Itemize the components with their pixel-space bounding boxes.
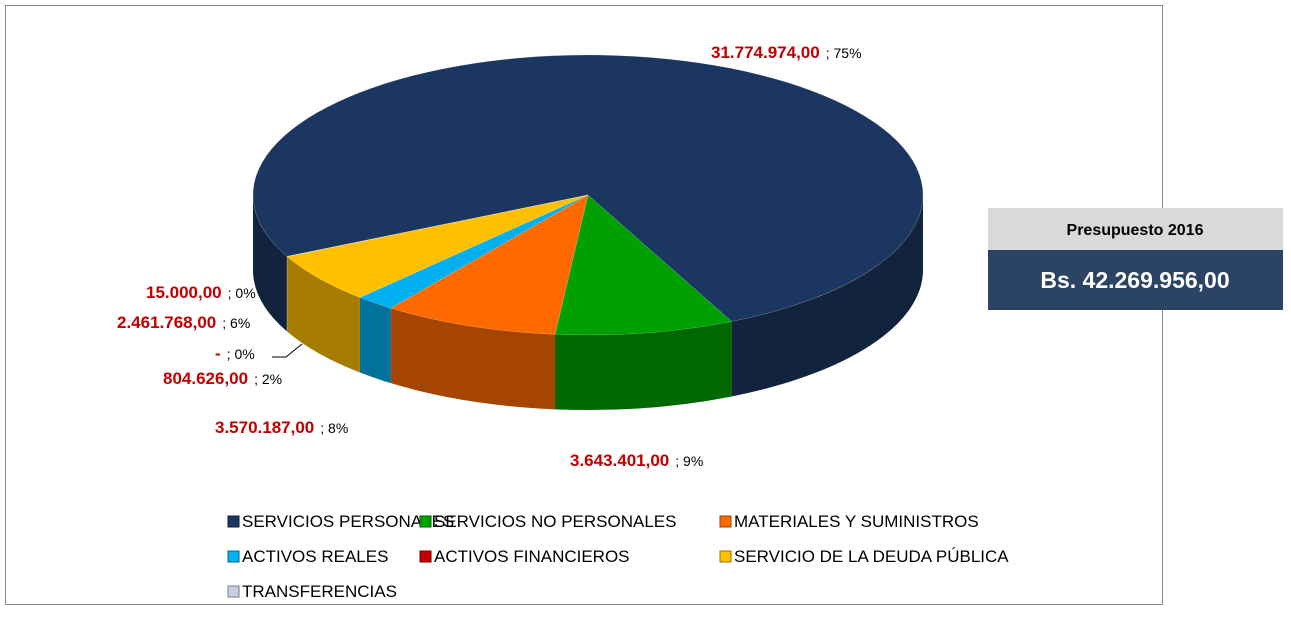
value-label: 3.643.401,00 (570, 451, 669, 470)
data-label: 804.626,00 ; 2% (163, 369, 282, 388)
data-label: 2.461.768,00 ; 6% (117, 313, 250, 332)
legend-label: MATERIALES Y SUMINISTROS (734, 512, 979, 531)
percent-label: ; 9% (675, 453, 703, 469)
legend-swatch (420, 551, 431, 562)
legend-swatch (720, 516, 731, 527)
percent-label: ; 2% (254, 371, 282, 387)
value-label: 31.774.974,00 (711, 43, 820, 62)
legend-swatch (228, 516, 239, 527)
percent-label: ; 6% (222, 315, 250, 331)
value-label: - (215, 344, 221, 363)
value-label: 804.626,00 (163, 369, 248, 388)
legend-label: SERVICIOS NO PERSONALES (434, 512, 676, 531)
slice-side (360, 298, 391, 384)
percent-label: ; 8% (320, 420, 348, 436)
data-label: 3.570.187,00 ; 8% (215, 418, 348, 437)
legend-swatch (720, 551, 731, 562)
legend-label: SERVICIO DE LA DEUDA PÚBLICA (734, 547, 1009, 566)
legend-swatch (420, 516, 431, 527)
value-label: 3.570.187,00 (215, 418, 314, 437)
legend-swatch (228, 586, 239, 597)
percent-label: ; 0% (227, 346, 255, 362)
legend-label: ACTIVOS REALES (242, 547, 388, 566)
percent-label: ; 0% (228, 285, 256, 301)
summary-value: Bs. 42.269.956,00 (1040, 267, 1229, 293)
percent-label: ; 75% (826, 45, 862, 61)
value-label: 15.000,00 (146, 283, 222, 302)
legend-label: ACTIVOS FINANCIEROS (434, 547, 630, 566)
data-label: 31.774.974,00 ; 75% (711, 43, 862, 62)
value-label: 2.461.768,00 (117, 313, 216, 332)
legend-swatch (228, 551, 239, 562)
data-label: 3.643.401,00 ; 9% (570, 451, 703, 470)
summary-title: Presupuesto 2016 (1067, 222, 1204, 239)
legend-label: TRANSFERENCIAS (242, 582, 397, 601)
data-label: 15.000,00 ; 0% (146, 283, 256, 302)
